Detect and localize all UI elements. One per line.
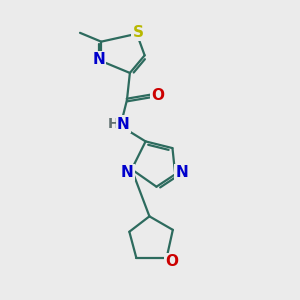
Text: S: S [133,25,143,40]
Text: O: O [165,254,178,269]
Text: N: N [121,165,134,180]
Text: N: N [175,165,188,180]
Text: H: H [107,117,119,131]
Text: O: O [152,88,165,103]
Text: N: N [92,52,105,68]
Text: N: N [117,117,130,132]
